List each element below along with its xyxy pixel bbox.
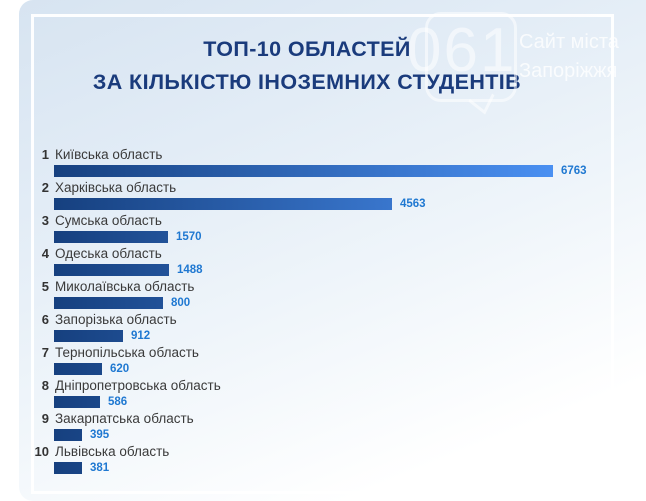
- bar: [54, 296, 163, 309]
- chart-row: 8 Дніпропетровська область 586: [33, 378, 633, 408]
- bar: [54, 197, 392, 210]
- chart-row: 5 Миколаївська область 800: [33, 279, 633, 309]
- value-label: 800: [171, 296, 191, 309]
- region-label: Київська область: [55, 147, 163, 162]
- chart-title: ТОП-10 ОБЛАСТЕЙ ЗА КІЛЬКІСТЮ ІНОЗЕМНИХ С…: [19, 33, 595, 99]
- rank-label: 9: [41, 411, 49, 426]
- bar: [54, 461, 82, 474]
- region-label: Миколаївська область: [55, 279, 195, 294]
- bar: [54, 362, 102, 375]
- bar: [54, 263, 169, 276]
- rank-label: 5: [41, 279, 49, 294]
- chart-row: 2 Харківська область 4563: [33, 180, 633, 210]
- rank-label: 1: [41, 147, 49, 162]
- chart-row: 7 Тернопільська область 620: [33, 345, 633, 375]
- region-label: Одеська область: [55, 246, 162, 261]
- chart-row: 10 Львівська область 381: [33, 444, 633, 474]
- region-label: Харківська область: [55, 180, 177, 195]
- region-label: Тернопільська область: [55, 345, 199, 360]
- value-label: 395: [90, 428, 110, 441]
- chart-row: 9 Закарпатська область 395: [33, 411, 633, 441]
- rank-label: 7: [41, 345, 49, 360]
- bar: [54, 230, 168, 243]
- rank-label: 10: [34, 444, 49, 459]
- bar: [54, 164, 553, 177]
- bar-chart: 1 Київська область 6763 2 Харківська обл…: [33, 147, 633, 477]
- rank-label: 6: [41, 312, 49, 327]
- value-label: 4563: [400, 197, 426, 210]
- chart-title-line1: ТОП-10 ОБЛАСТЕЙ: [203, 37, 411, 61]
- bar: [54, 428, 82, 441]
- region-label: Запорізька область: [55, 312, 177, 327]
- value-label: 586: [108, 395, 128, 408]
- value-label: 381: [90, 461, 110, 474]
- bar: [54, 329, 123, 342]
- region-label: Львівська область: [55, 444, 170, 459]
- chart-row: 6 Запорізька область 912: [33, 312, 633, 342]
- value-label: 912: [131, 329, 151, 342]
- rank-label: 3: [41, 213, 49, 228]
- rank-label: 8: [41, 378, 49, 393]
- rank-label: 2: [41, 180, 49, 195]
- bar: [54, 395, 100, 408]
- chart-title-line2: ЗА КІЛЬКІСТЮ ІНОЗЕМНИХ СТУДЕНТІВ: [92, 70, 522, 94]
- value-label: 1488: [177, 263, 203, 276]
- value-label: 620: [110, 362, 130, 375]
- rank-label: 4: [41, 246, 49, 261]
- value-label: 1570: [176, 230, 202, 243]
- background-card: 061 Сайт міста Запоріжжя ТОП-10 ОБЛАСТЕЙ…: [19, 0, 646, 501]
- chart-row: 3 Сумська область 1570: [33, 213, 633, 243]
- chart-row: 4 Одеська область 1488: [33, 246, 633, 276]
- value-label: 6763: [561, 164, 587, 177]
- region-label: Дніпропетровська область: [55, 378, 221, 393]
- chart-row: 1 Київська область 6763: [33, 147, 633, 177]
- region-label: Сумська область: [55, 213, 162, 228]
- region-label: Закарпатська область: [55, 411, 194, 426]
